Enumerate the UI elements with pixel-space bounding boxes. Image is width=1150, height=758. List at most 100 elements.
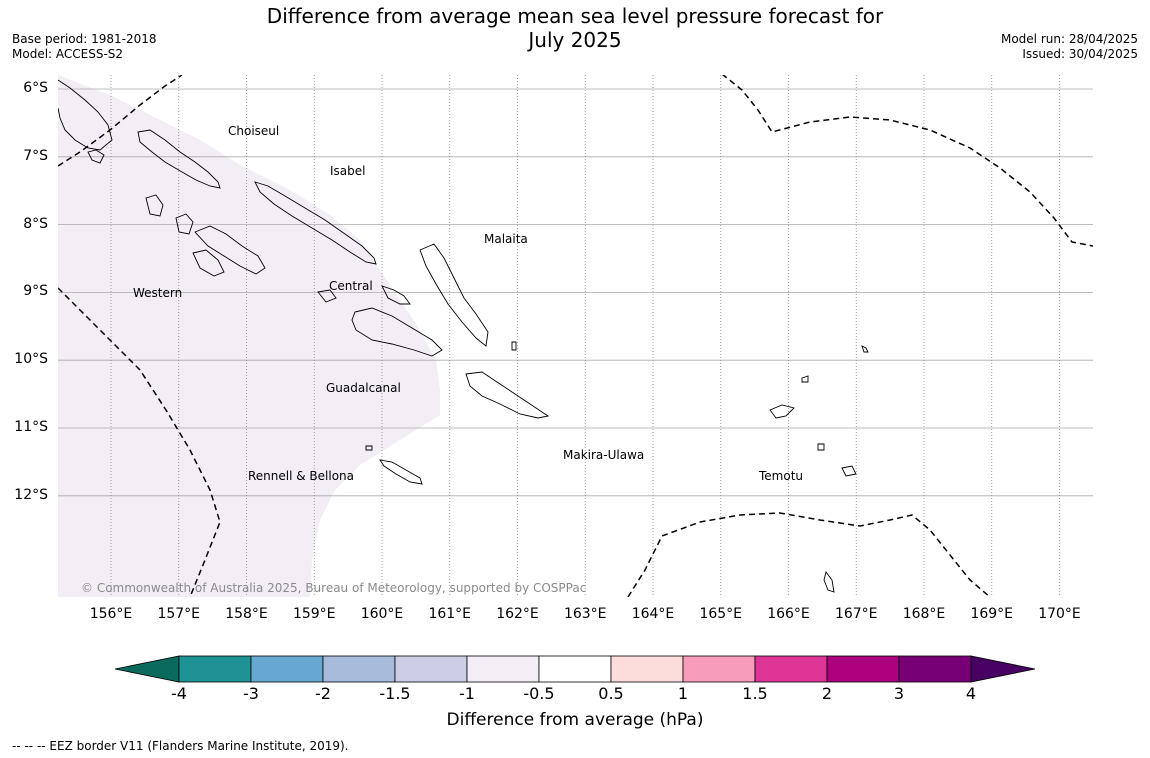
longitude-label: 161°E xyxy=(428,606,472,622)
island-malaita xyxy=(419,243,489,347)
colorbar-swatch xyxy=(538,655,612,683)
copyright-notice: © Commonwealth of Australia 2025, Bureau… xyxy=(81,581,587,595)
eez-border-north-west xyxy=(58,75,183,167)
colorbar-tick-label: -1 xyxy=(459,684,475,703)
meta-right: Model run: 28/04/2025 Issued: 30/04/2025 xyxy=(1001,32,1138,62)
anomaly-zone xyxy=(58,75,440,597)
region-label-choiseul: Choiseul xyxy=(228,124,280,138)
longitude-label: 159°E xyxy=(292,606,336,622)
longitude-label: 167°E xyxy=(834,606,878,622)
colorbar-tick-label: -2 xyxy=(315,684,331,703)
island-rennell xyxy=(379,459,423,485)
longitude-label: 156°E xyxy=(89,606,133,622)
colorbar-tick-label: 4 xyxy=(965,684,977,703)
longitude-label: 169°E xyxy=(970,606,1014,622)
island-newgeorgia xyxy=(194,225,266,275)
map-area xyxy=(58,75,1093,597)
colorbar-swatch xyxy=(682,655,756,683)
colorbar-tick-label: -0.5 xyxy=(523,684,555,703)
eez-border-west xyxy=(58,287,221,597)
colorbar-swatch xyxy=(826,655,900,683)
latitude-label: 10°S xyxy=(14,351,48,368)
island-florida xyxy=(381,285,411,305)
colorbar-tick-label: 1.5 xyxy=(742,684,768,703)
region-label-malaita: Malaita xyxy=(484,232,528,246)
latitude-label: 8°S xyxy=(23,215,48,232)
longitude-label: 157°E xyxy=(157,606,201,622)
colorbar-tick-label: -1.5 xyxy=(379,684,411,703)
eez-border-north-east xyxy=(722,75,1093,247)
base-period: Base period: 1981-2018 xyxy=(12,32,157,46)
longitude-label: 163°E xyxy=(563,606,607,622)
region-label-western: Western xyxy=(133,286,183,300)
longitude-label: 164°E xyxy=(631,606,675,622)
colorbar-swatch xyxy=(394,655,468,683)
island-isabel xyxy=(254,181,377,265)
colorbar-tick-label: 1 xyxy=(677,684,689,703)
meta-left: Base period: 1981-2018 Model: ACCESS-S2 xyxy=(12,32,157,62)
island-guadalcanal xyxy=(351,307,443,357)
region-label-isabel: Isabel xyxy=(330,164,366,178)
island-makira xyxy=(465,371,550,419)
island-bellona xyxy=(365,445,373,451)
chart-title-line2: July 2025 xyxy=(528,28,622,52)
region-label-temotu: Temotu xyxy=(759,469,804,483)
colorbar-swatch xyxy=(610,655,684,683)
latitude-label: 12°S xyxy=(14,486,48,503)
latitude-label: 11°S xyxy=(14,419,48,435)
colorbar-over-arrow xyxy=(970,655,1036,683)
colorbar-tick-label: 2 xyxy=(821,684,833,703)
longitude-gridlines xyxy=(110,75,1060,597)
coastlines xyxy=(58,79,869,593)
region-label-guadalcanal: Guadalcanal xyxy=(326,381,401,395)
chart-title-line1: Difference from average mean sea level p… xyxy=(266,4,884,28)
island-reefs xyxy=(801,375,809,383)
colorbar-tick-label: -4 xyxy=(171,684,187,703)
colorbar-swatch xyxy=(322,655,396,683)
longitude-label: 168°E xyxy=(902,606,946,622)
model-run: Model run: 28/04/2025 xyxy=(1000,32,1138,46)
latitude-label: 6°S xyxy=(23,80,48,96)
longitude-label: 160°E xyxy=(360,606,404,622)
eez-borders xyxy=(58,75,1093,597)
eez-border-south-east xyxy=(627,512,991,597)
island-kolombangara xyxy=(175,213,194,235)
island-bougainville xyxy=(58,79,113,151)
island-tikopia xyxy=(817,443,825,451)
island-santacruz xyxy=(769,404,795,419)
island-vella xyxy=(145,194,164,217)
colorbar-swatch xyxy=(754,655,828,683)
longitude-label: 162°E xyxy=(496,606,539,622)
eez-footnote: -- -- -- EEZ border V11 (Flanders Marine… xyxy=(12,739,349,753)
region-label-central: Central xyxy=(329,279,373,293)
issued-date: Issued: 30/04/2025 xyxy=(1022,47,1138,61)
colorbar-under-arrow xyxy=(114,655,180,683)
model-name: Model: ACCESS-S2 xyxy=(12,47,124,61)
chart-title: Difference from average mean sea level p… xyxy=(0,4,1150,52)
region-label-rennell-bellona: Rennell & Bellona xyxy=(248,469,355,483)
latitude-label: 9°S xyxy=(23,283,48,300)
longitude-label: 158°E xyxy=(225,606,268,622)
island-russell xyxy=(317,289,337,303)
island-duff xyxy=(861,345,869,353)
island-anuta xyxy=(823,570,835,593)
longitude-label: 165°E xyxy=(699,606,743,622)
island-choiseul xyxy=(137,129,221,189)
latitude-gridlines xyxy=(58,88,1093,497)
longitude-label: 170°E xyxy=(1038,606,1081,622)
colorbar-swatch xyxy=(898,655,972,683)
colorbar-swatch xyxy=(178,655,252,683)
region-label-makira-ulawa: Makira-Ulawa xyxy=(563,448,645,462)
colorbar-swatch xyxy=(250,655,324,683)
island-small-north xyxy=(87,149,105,164)
colorbar-swatch xyxy=(466,655,540,683)
island-rendova xyxy=(192,249,225,277)
colorbar-title: Difference from average (hPa) xyxy=(446,710,704,730)
latitude-label: 7°S xyxy=(23,147,48,164)
colorbar-tick-label: 3 xyxy=(893,684,905,703)
island-vanikoro xyxy=(841,465,857,477)
colorbar-tick-label: -3 xyxy=(243,684,259,703)
longitude-label: 166°E xyxy=(767,606,810,622)
